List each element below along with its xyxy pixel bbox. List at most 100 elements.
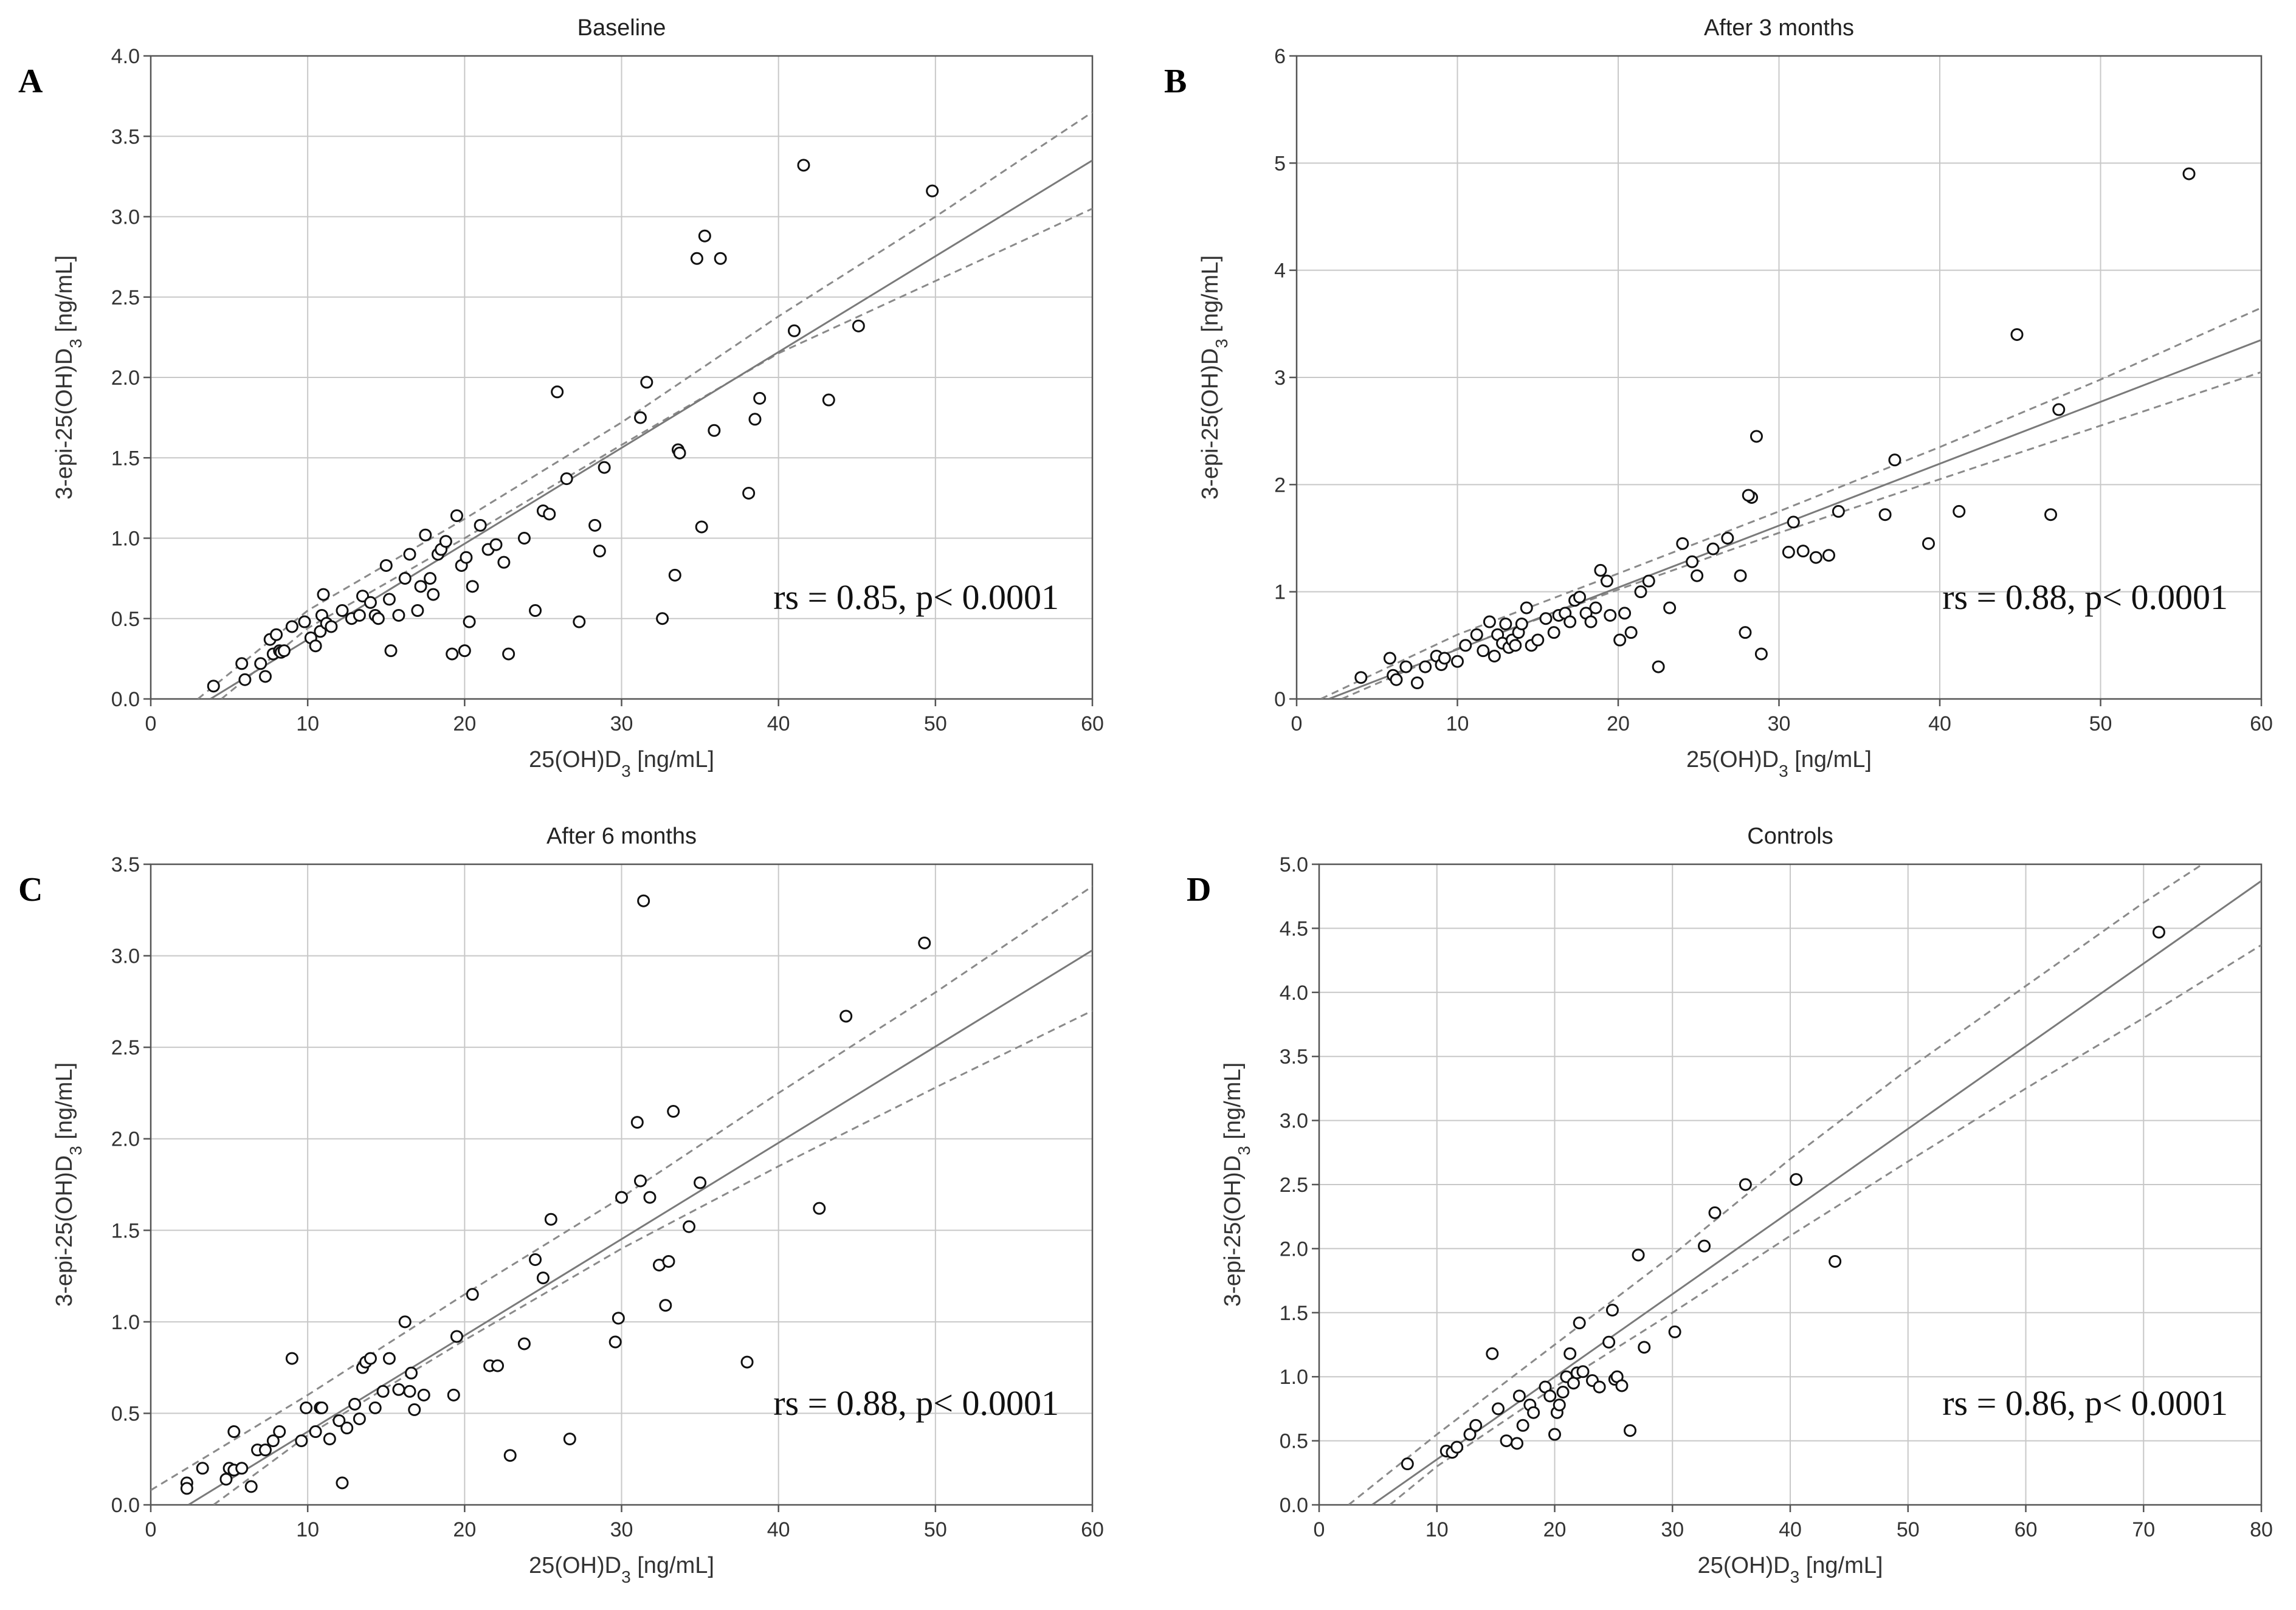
y-axis-label-main: 3-epi-25(OH)D <box>52 1155 77 1307</box>
y-axis-label-units: [ng/mL] <box>1220 1062 1246 1146</box>
data-point <box>598 461 611 474</box>
data-point <box>1593 1380 1606 1394</box>
y-tick-label: 6 <box>1274 45 1286 68</box>
x-tick-label: 50 <box>2089 712 2112 735</box>
x-axis-label-subscript: 3 <box>621 1567 631 1586</box>
data-point <box>1401 1457 1414 1471</box>
data-point <box>1668 1325 1681 1338</box>
data-point <box>1492 1402 1505 1416</box>
ci-upper-line <box>1320 307 2261 699</box>
data-point <box>502 647 515 661</box>
data-point <box>797 159 810 172</box>
data-point <box>813 1202 826 1215</box>
plot-area <box>197 111 1092 699</box>
data-point <box>1589 601 1602 614</box>
data-point <box>1953 504 1966 518</box>
data-point <box>1511 1437 1523 1450</box>
data-point <box>1553 1398 1566 1412</box>
y-tick-label: 0.5 <box>1280 1430 1308 1453</box>
panel-letter: D <box>1187 871 1211 909</box>
y-axis-label-units: [ng/mL] <box>1198 255 1223 339</box>
data-point <box>1547 626 1560 639</box>
data-point <box>1638 1341 1651 1354</box>
data-point <box>379 559 393 572</box>
y-axis-label-main: 3-epi-25(OH)D <box>1220 1155 1246 1307</box>
data-point <box>1634 585 1647 599</box>
data-point <box>1686 555 1699 568</box>
data-point <box>1419 660 1432 673</box>
y-tick-label: 0.5 <box>111 608 140 631</box>
y-tick-label: 1.0 <box>1280 1366 1308 1389</box>
data-point <box>608 1335 622 1349</box>
y-axis-label: 3-epi-25(OH)D3 [ng/mL] <box>1198 255 1231 500</box>
data-point <box>852 319 865 332</box>
data-point <box>466 1288 479 1301</box>
y-tick-label: 2.5 <box>1280 1174 1308 1197</box>
x-tick-label: 80 <box>2250 1518 2273 1541</box>
data-point <box>466 580 479 593</box>
data-point <box>491 1359 505 1372</box>
panel-letter: A <box>18 63 43 100</box>
x-axis-label-main: 25(OH)D <box>1686 747 1779 772</box>
data-point <box>277 644 291 658</box>
data-point <box>698 229 711 243</box>
data-point <box>353 1412 366 1425</box>
data-point <box>489 538 503 551</box>
data-point <box>1739 1178 1752 1191</box>
data-point <box>1829 1254 1842 1268</box>
data-point <box>196 1462 209 1475</box>
x-tick-label: 0 <box>145 712 157 735</box>
data-point <box>207 679 220 693</box>
data-point <box>588 518 602 532</box>
correlation-annotation: rs = 0.86, p< 0.0001 <box>1942 1383 2228 1423</box>
data-point <box>517 532 531 545</box>
data-point <box>180 1482 193 1495</box>
data-point <box>1573 1316 1586 1330</box>
panel-d: 0 10 20 30 40 50 60 70 80 0.0 0.5 1.0 1.5 2.0 2.5 3.0 3.… <box>1187 824 2273 1586</box>
data-point <box>1573 590 1587 604</box>
y-tick-label: 0 <box>1274 688 1286 711</box>
data-point <box>227 1425 241 1439</box>
data-point <box>403 1385 416 1398</box>
data-point <box>529 604 542 618</box>
data-point <box>1539 612 1553 625</box>
data-point <box>398 1315 412 1329</box>
data-point <box>497 556 511 569</box>
correlation-annotation: rs = 0.88, p< 0.0001 <box>773 1383 1059 1423</box>
data-point <box>637 894 650 907</box>
panel-b: 0 10 20 30 40 50 60 0 1 2 3 4 5 6 After 3 months Brs = … <box>1164 15 2273 780</box>
x-axis-label-main: 25(OH)D <box>529 1553 621 1578</box>
x-tick-label: 40 <box>767 1518 790 1541</box>
data-point <box>708 424 721 437</box>
x-tick-label: 40 <box>1779 1518 1802 1541</box>
y-axis-label-main: 3-epi-25(OH)D <box>52 348 77 500</box>
data-point <box>633 1174 647 1188</box>
x-tick-label: 60 <box>2250 712 2273 735</box>
data-point <box>2152 926 2165 939</box>
x-tick-label: 30 <box>1661 1518 1684 1541</box>
panel-letter: B <box>1164 63 1187 100</box>
y-axis-label-subscript: 3 <box>66 1146 85 1155</box>
data-point <box>1399 660 1413 673</box>
data-point <box>1750 430 1763 443</box>
data-point <box>656 612 669 625</box>
x-axis-label: 25(OH)D3 [ng/mL] <box>1698 1553 1883 1586</box>
y-tick-label: 4.0 <box>1280 982 1308 1005</box>
y-tick-label: 3.0 <box>111 945 140 968</box>
data-point <box>630 1116 644 1129</box>
data-point <box>1390 673 1403 686</box>
x-tick-label: 30 <box>610 712 633 735</box>
data-point <box>368 1401 382 1414</box>
y-axis-label: 3-epi-25(OH)D3 [ng/mL] <box>1220 1062 1253 1307</box>
data-point <box>1922 537 1935 550</box>
data-point <box>1563 615 1577 628</box>
data-point <box>1463 1428 1477 1441</box>
data-point <box>353 608 366 622</box>
data-point <box>450 1330 463 1343</box>
data-point <box>364 1352 377 1365</box>
x-axis-label-subscript: 3 <box>1790 1567 1800 1586</box>
data-point <box>1499 618 1512 631</box>
x-tick-label: 40 <box>767 712 790 735</box>
data-point <box>1410 676 1424 690</box>
y-tick-label: 3.0 <box>111 206 140 229</box>
